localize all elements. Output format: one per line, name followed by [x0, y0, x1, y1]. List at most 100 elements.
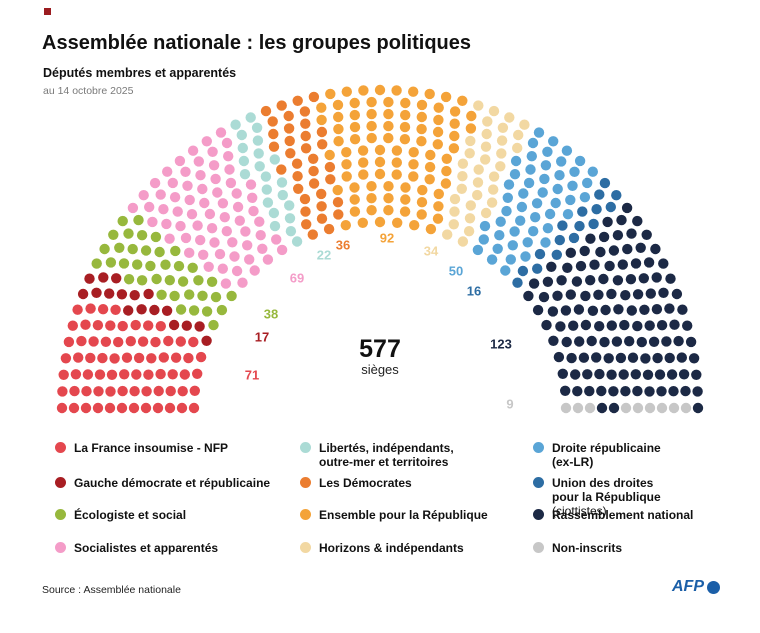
seat-dot [578, 352, 590, 363]
seat-dot [340, 220, 351, 231]
seat-dot [383, 120, 394, 132]
seat-dot [269, 154, 280, 165]
seat-dot [333, 209, 344, 220]
legend-label: Ensemble pour la République [319, 508, 488, 522]
seat-dot [664, 352, 675, 364]
seat-dot [176, 402, 188, 414]
seat-dot [127, 202, 139, 214]
seat-dot [118, 258, 130, 269]
seat-dot [440, 178, 452, 189]
seat-dot [591, 204, 602, 215]
seat-dot [141, 386, 152, 397]
seat-dot [333, 111, 344, 123]
seat-dot [501, 205, 512, 217]
seat-dot [92, 320, 104, 331]
seat-dot [201, 335, 212, 346]
seat-dot [472, 189, 483, 201]
legend-label: Les Démocrates [319, 476, 412, 490]
legend-label: Union des droites pour la République (cio… [552, 476, 661, 519]
seat-dot [163, 335, 174, 347]
seat-dot [457, 236, 469, 247]
legend-item: Non-inscrits [533, 541, 705, 555]
seat-dot [177, 276, 189, 287]
seat-dot [214, 248, 226, 260]
seat-dot [237, 142, 248, 154]
seat-dot [325, 174, 336, 185]
seat-dot [552, 183, 563, 195]
seat-dot [167, 369, 178, 380]
seat-dot [268, 207, 280, 219]
seat-dot [515, 215, 526, 226]
seat-dot [400, 97, 411, 109]
seat-dot [143, 320, 154, 331]
seat-dot [245, 179, 257, 190]
seat-dot [399, 134, 411, 145]
seat-dot [104, 288, 115, 299]
seat-dot [478, 234, 489, 245]
seat-dot [229, 251, 240, 262]
seat-dot [618, 369, 629, 380]
seat-dot [123, 274, 135, 285]
seat-dot [300, 130, 311, 142]
seat-dot [117, 320, 128, 332]
seat-dot [416, 197, 428, 208]
seat-dot [408, 147, 419, 158]
seat-dot [513, 129, 524, 141]
seat-dot [170, 245, 181, 257]
seat-dot [206, 223, 218, 234]
seat-dot [137, 336, 149, 347]
seat-dot [291, 236, 303, 247]
seat-dot [383, 108, 394, 120]
seat-dot [457, 95, 468, 107]
seat-dot [105, 386, 116, 397]
seat-dot [301, 219, 312, 230]
seat-dot [400, 109, 411, 121]
legend-color-dot [300, 477, 311, 488]
seat-dot [465, 135, 476, 147]
seat-dot [160, 259, 171, 270]
seat-dot [276, 100, 287, 111]
seat-dot [486, 254, 498, 265]
seat-dot [533, 127, 545, 138]
seat-dot [173, 260, 185, 272]
seat-dot [424, 88, 435, 100]
seat-dot [158, 352, 169, 363]
seat-dot [569, 166, 580, 177]
seat-dot [612, 230, 624, 241]
group-seat-count: 50 [448, 263, 464, 279]
seat-dot [82, 369, 94, 380]
seat-dot [611, 190, 622, 201]
seat-dot [571, 276, 583, 287]
seat-dot [127, 243, 138, 255]
seat-dot [417, 184, 428, 196]
seat-dot [341, 159, 352, 170]
seat-dot [192, 220, 203, 231]
seat-dot [567, 180, 578, 191]
seat-dot [136, 230, 148, 241]
seat-dot [276, 244, 288, 256]
seat-dot [60, 353, 72, 364]
seat-dot [69, 385, 80, 397]
seat-dot [688, 353, 700, 364]
seat-dot [253, 148, 264, 159]
seat-dot [316, 213, 328, 224]
seat-dot [596, 385, 607, 397]
seat-dot [276, 164, 287, 175]
legend-item: Ensemble pour la République [300, 508, 533, 522]
legend-item: Écologiste et social [55, 508, 300, 522]
seat-dot [182, 180, 193, 191]
seat-dot [247, 192, 258, 203]
seat-dot [366, 132, 377, 144]
seat-dot [527, 137, 539, 149]
afp-globe-icon [707, 580, 720, 594]
seat-dot [692, 386, 703, 397]
seat-dot [189, 385, 200, 396]
legend-color-dot [300, 442, 311, 453]
seat-dot [531, 198, 543, 209]
group-seat-count: 17 [254, 329, 270, 345]
seat-dot [349, 121, 361, 133]
seat-dot [408, 86, 419, 97]
seat-dot [400, 194, 411, 205]
seat-dot [523, 177, 535, 189]
